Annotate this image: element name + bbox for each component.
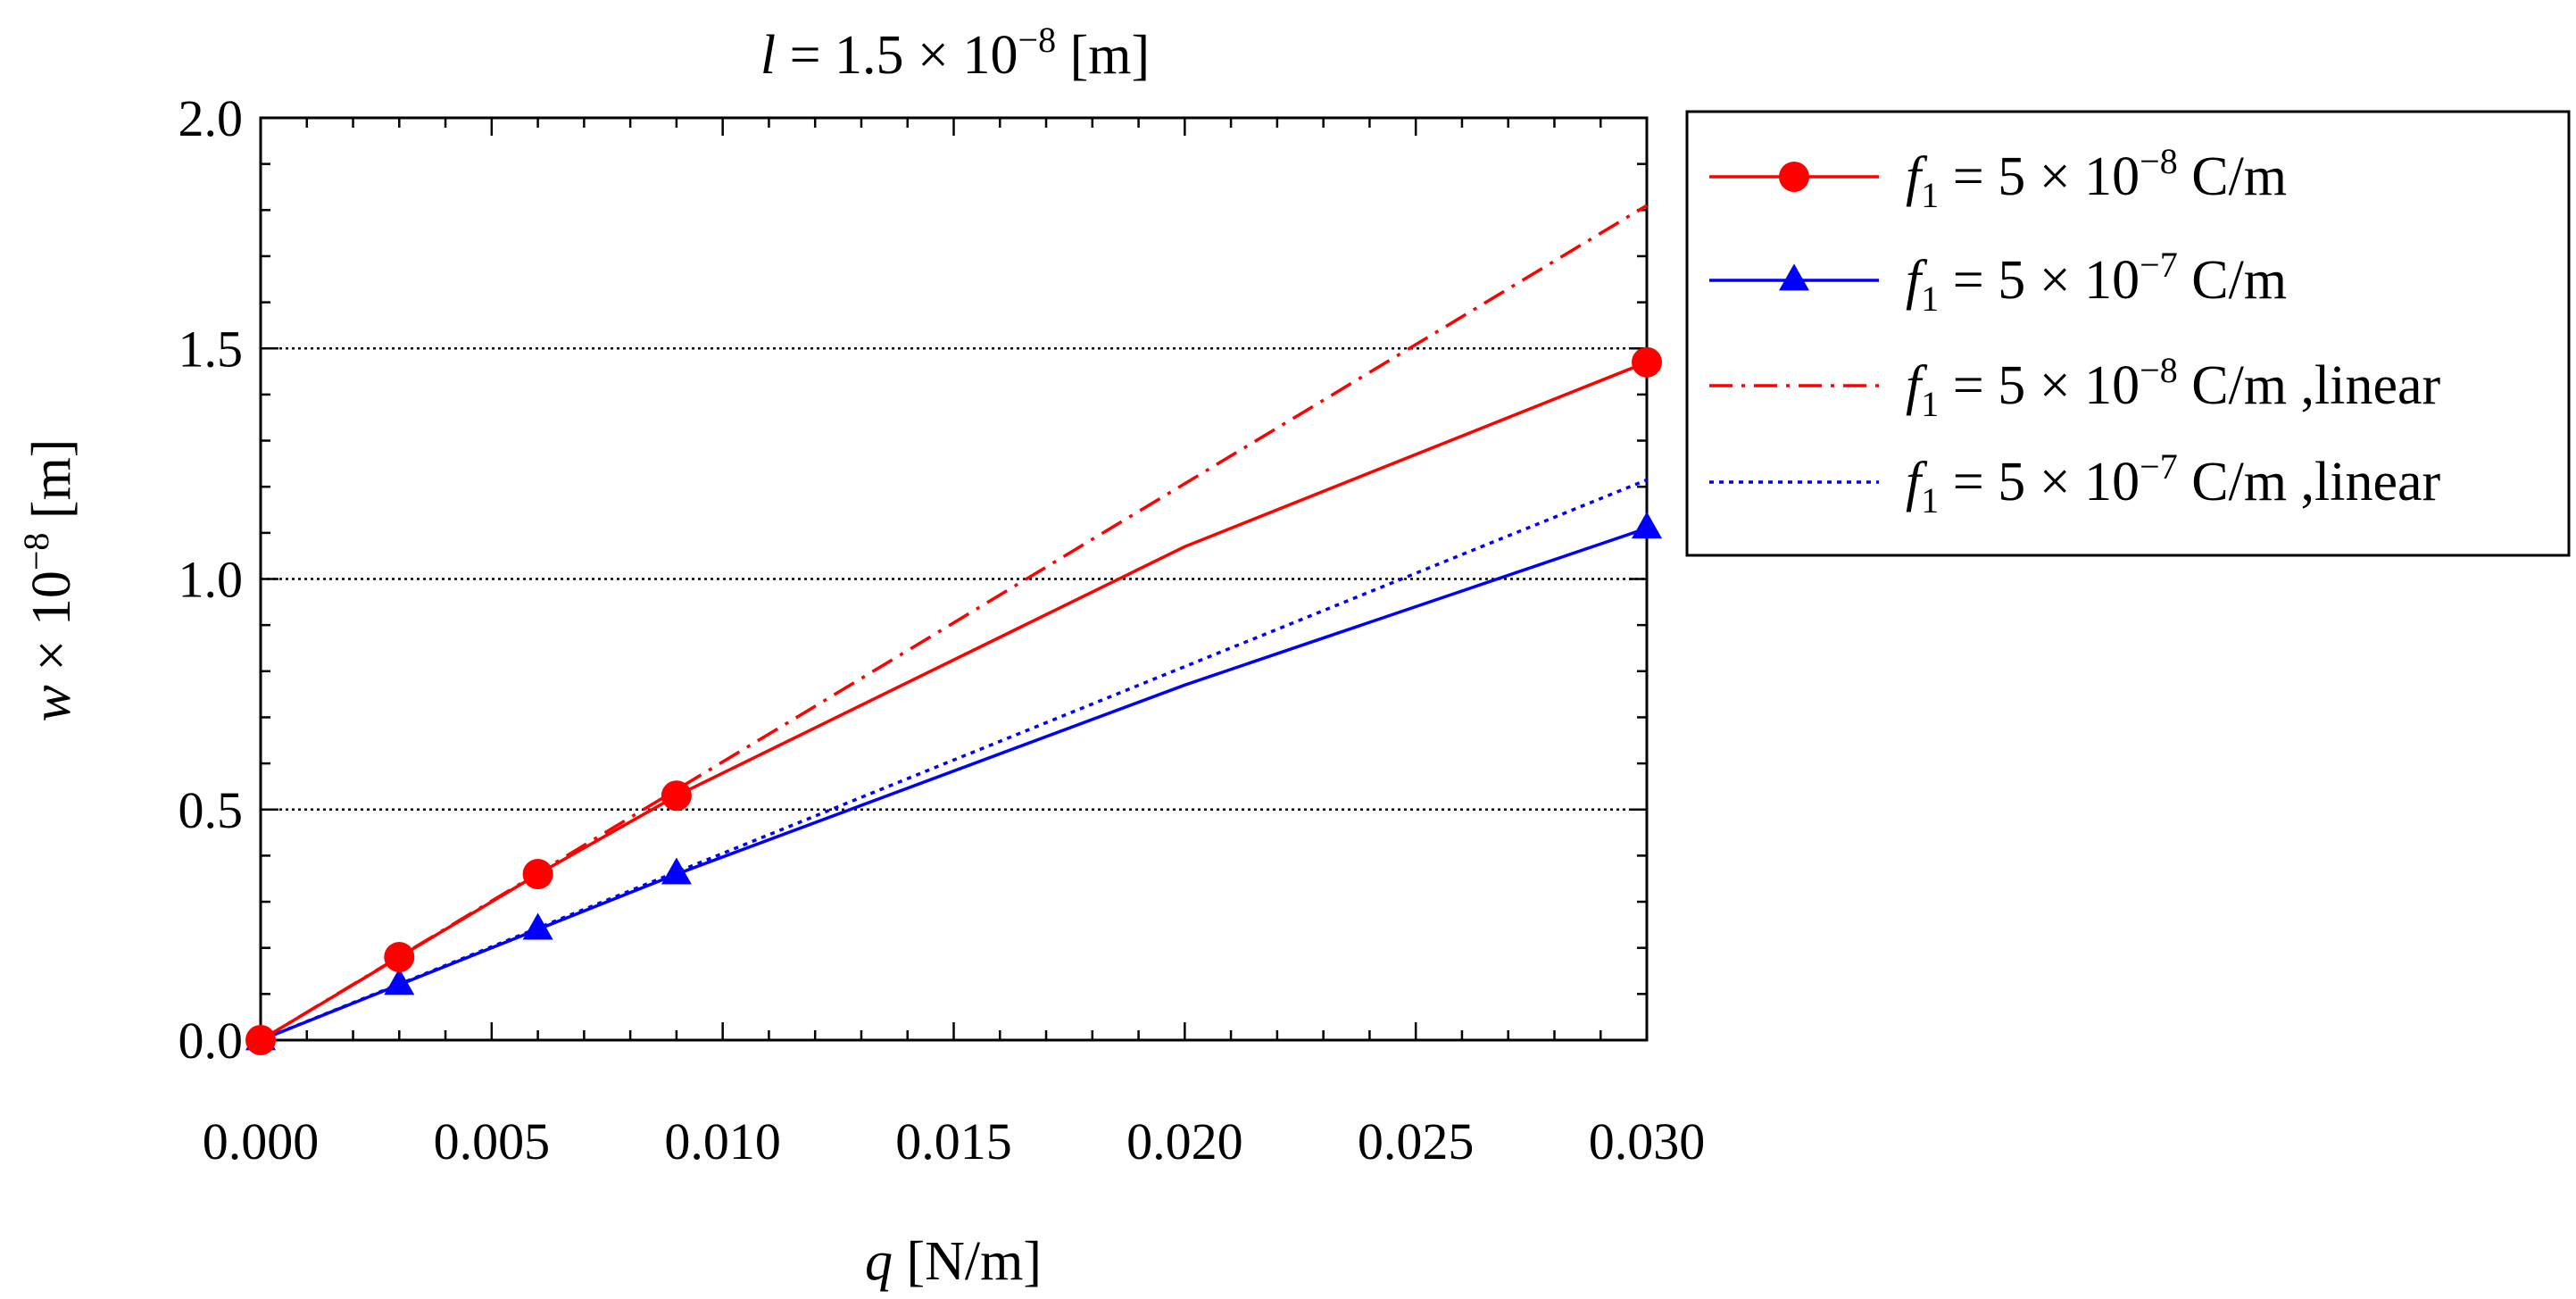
legend-label: f1 = 5 × 10−7 C/m ,linear bbox=[1906, 446, 2441, 520]
x-tick-label: 0.025 bbox=[1358, 1112, 1475, 1170]
y-tick-label: 0.0 bbox=[179, 1012, 244, 1070]
series-line bbox=[260, 204, 1648, 1042]
chart-title: l = 1.5 × 10−8 [m] bbox=[760, 20, 1150, 86]
x-axis-title: q [N/m] bbox=[865, 1231, 1042, 1292]
x-tick-label: 0.020 bbox=[1126, 1112, 1243, 1170]
legend-label: f1 = 5 × 10−8 C/m bbox=[1906, 141, 2287, 215]
legend-label: f1 = 5 × 10−8 C/m ,linear bbox=[1906, 350, 2441, 424]
data-point bbox=[661, 857, 692, 885]
series-markers bbox=[245, 346, 1662, 1055]
legend-item: f1 = 5 × 10−7 C/m ,linear bbox=[1709, 446, 2441, 520]
data-point bbox=[1632, 346, 1662, 378]
x-tick-labels: 0.000 0.005 0.010 0.015 0.020 0.025 0.030 bbox=[203, 1112, 1706, 1170]
series-line bbox=[260, 478, 1648, 1042]
series-line bbox=[260, 527, 1648, 1042]
data-point bbox=[1632, 512, 1662, 539]
axis-ticks bbox=[259, 116, 1649, 1042]
x-tick-label: 0.030 bbox=[1589, 1112, 1706, 1170]
series-lines bbox=[260, 204, 1648, 1042]
y-axis-title: w × 10−8 [m] bbox=[16, 439, 82, 722]
legend-box bbox=[1685, 110, 2571, 557]
x-tick-label: 0.000 bbox=[203, 1112, 320, 1170]
series-line bbox=[260, 361, 1648, 1042]
legend-item: f1 = 5 × 10−8 C/m ,linear bbox=[1709, 350, 2441, 424]
data-point bbox=[522, 912, 553, 940]
legend-marker bbox=[1779, 162, 1809, 192]
data-point bbox=[384, 942, 415, 973]
y-tick-label: 1.5 bbox=[179, 320, 244, 378]
data-point bbox=[661, 780, 692, 812]
x-tick-label: 0.010 bbox=[664, 1112, 781, 1170]
grid bbox=[261, 347, 1647, 811]
y-tick-label: 2.0 bbox=[179, 89, 244, 147]
y-tick-label: 0.5 bbox=[179, 781, 244, 839]
data-point bbox=[384, 968, 415, 995]
x-tick-label: 0.015 bbox=[895, 1112, 1012, 1170]
y-tick-label: 1.0 bbox=[179, 551, 244, 609]
x-tick-label: 0.005 bbox=[434, 1112, 551, 1170]
y-tick-labels: 0.0 0.5 1.0 1.5 2.0 bbox=[179, 89, 244, 1070]
legend-marker bbox=[1779, 263, 1809, 291]
data-point bbox=[245, 1025, 276, 1055]
data-point bbox=[522, 859, 553, 890]
legend-item: f1 = 5 × 10−7 C/m bbox=[1709, 245, 2287, 319]
legend-label: f1 = 5 × 10−7 C/m bbox=[1906, 245, 2287, 319]
legend: f1 = 5 × 10−8 C/m f1 = 5 × 10−7 C/m f1 = 5… bbox=[1685, 110, 2571, 557]
